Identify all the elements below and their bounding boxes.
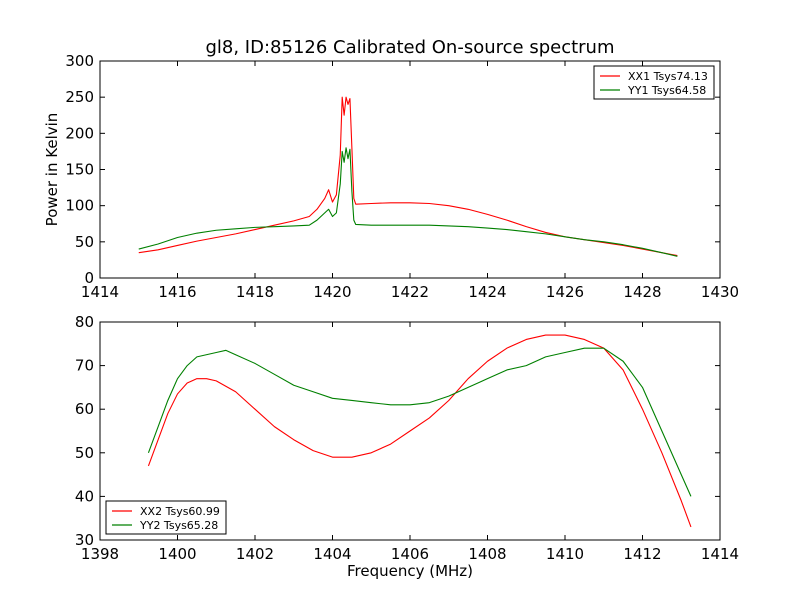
x-tick-label: 1416 <box>158 283 196 301</box>
x-tick-label: 1402 <box>236 545 274 563</box>
y-tick-label: 100 <box>65 197 94 215</box>
y-tick-label: 200 <box>65 124 94 142</box>
x-tick-label: 1424 <box>468 283 506 301</box>
legend-label: XX2 Tsys60.99 <box>140 505 220 518</box>
legend-box <box>593 65 715 100</box>
legend-label: YY1 Tsys64.58 <box>627 84 706 97</box>
y-tick-label: 300 <box>65 52 94 70</box>
x-tick-label: 1414 <box>81 283 119 301</box>
x-tick-label: 1428 <box>623 283 661 301</box>
y-tick-label: 30 <box>75 531 94 549</box>
series-line-yy1 <box>138 147 678 257</box>
y-tick-label: 80 <box>75 313 94 331</box>
x-tick-label: 1420 <box>313 283 351 301</box>
y-tick-label: 70 <box>75 357 94 375</box>
x-tick-label: 1422 <box>391 283 429 301</box>
x-tick-label: 1418 <box>236 283 274 301</box>
x-tick-label: 1412 <box>623 545 661 563</box>
legend-label: XX1 Tsys74.13 <box>628 70 708 83</box>
y-tick-label: 50 <box>75 444 94 462</box>
legend-box <box>105 500 227 535</box>
x-tick-label: 1404 <box>313 545 351 563</box>
chart-title: gl8, ID:85126 Calibrated On-source spect… <box>205 37 614 58</box>
legend-label: YY2 Tsys65.28 <box>139 519 218 532</box>
y-axis-label: Power in Kelvin <box>43 113 61 227</box>
series-line-yy2 <box>147 347 692 497</box>
x-tick-label: 1414 <box>701 545 739 563</box>
x-tick-label: 1426 <box>546 283 584 301</box>
y-tick-label: 150 <box>65 161 94 179</box>
y-tick-label: 0 <box>84 269 94 287</box>
x-tick-label: 1410 <box>546 545 584 563</box>
bottom-spectrum-panel: 1398 1400 1402 1404 1406 1408 1410 1412 1414 30 40… <box>75 313 739 580</box>
x-tick-label: 1398 <box>81 545 119 563</box>
y-tick-label: 60 <box>75 400 94 418</box>
y-tick-label: 40 <box>75 487 94 505</box>
x-tick-label: 1400 <box>158 545 196 563</box>
y-tick-label: 50 <box>75 233 94 251</box>
x-tick-label: 1406 <box>391 545 429 563</box>
x-tick-label: 1408 <box>468 545 506 563</box>
series-line-xx2 <box>147 334 692 528</box>
top-spectrum-panel: 1414 1416 1418 1420 1422 1424 1426 1428 1430 0 50 1… <box>43 52 739 301</box>
x-axis-label: Frequency (MHz) <box>347 562 473 580</box>
x-tick-label: 1430 <box>701 283 739 301</box>
y-tick-label: 250 <box>65 88 94 106</box>
